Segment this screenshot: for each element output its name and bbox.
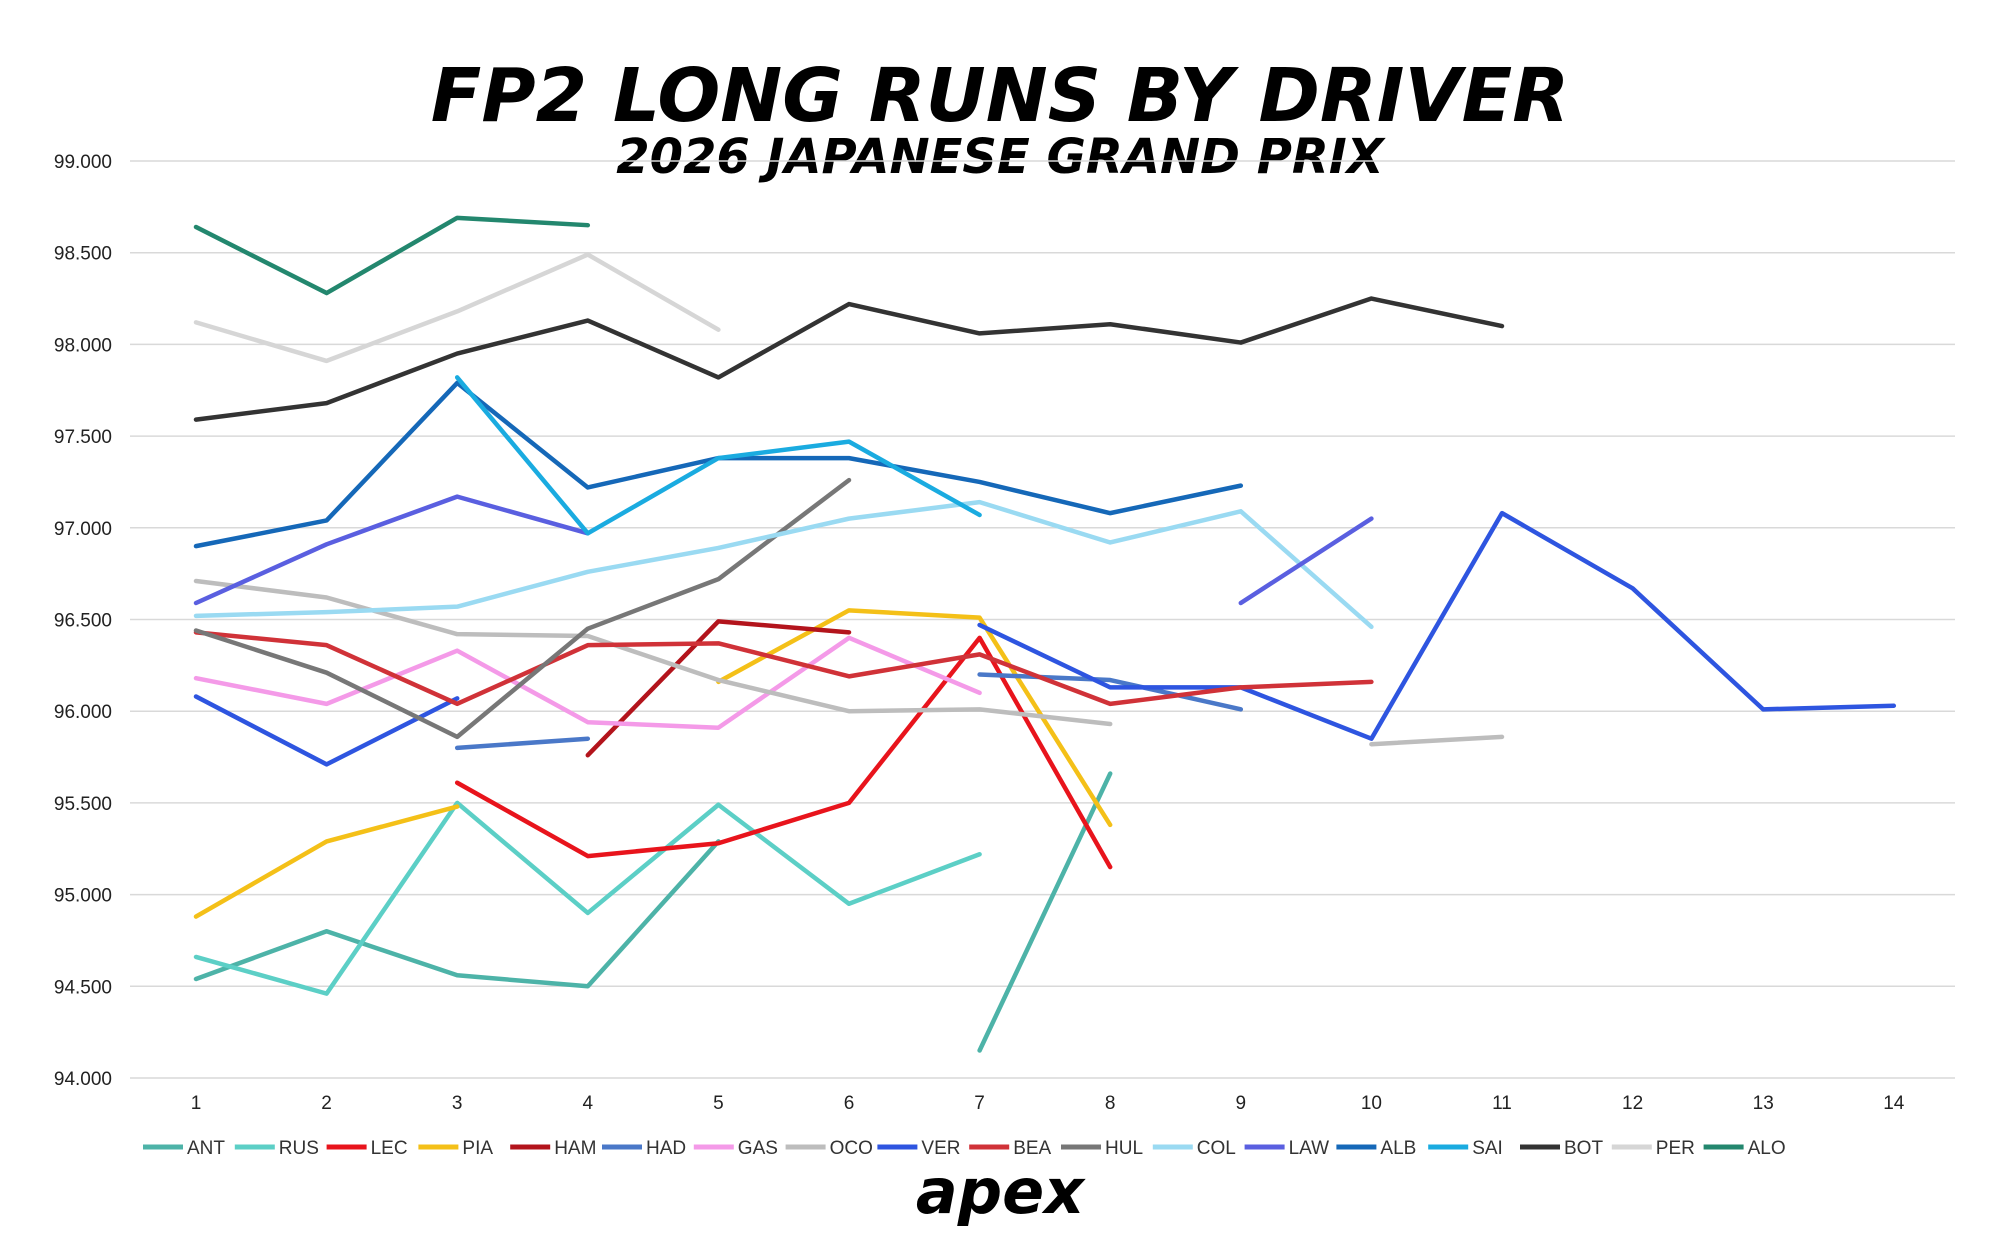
series-alb <box>193 380 1244 549</box>
y-tick-label: 97.500 <box>54 427 112 448</box>
legend-label-had: HAD <box>646 1138 686 1159</box>
y-tick-label: 97.000 <box>54 519 112 540</box>
series-ham <box>585 619 852 758</box>
series-rus <box>193 800 982 996</box>
series-alo <box>193 215 591 296</box>
series-line-rus <box>193 800 982 996</box>
x-tick-label: 5 <box>713 1093 724 1114</box>
y-tick-label: 99.000 <box>54 152 112 173</box>
series-line-ant <box>977 771 1113 1053</box>
series-line-oco <box>1369 734 1505 747</box>
chart-subtitle: 2026 JAPANESE GRAND PRIX <box>616 129 1386 185</box>
x-tick-label: 10 <box>1361 1093 1382 1114</box>
series-had <box>454 672 1244 751</box>
y-tick-label: 96.000 <box>54 702 112 723</box>
legend-label-gas: GAS <box>738 1138 778 1159</box>
legend-label-ant: ANT <box>187 1138 225 1159</box>
series-law <box>193 494 1374 606</box>
y-tick-label: 94.000 <box>54 1069 112 1090</box>
x-tick-label: 7 <box>974 1093 985 1114</box>
series-ver <box>193 510 1897 767</box>
y-tick-label: 98.500 <box>54 244 112 265</box>
legend-label-lec: LEC <box>371 1138 408 1159</box>
series-line-alb <box>193 380 1244 549</box>
x-tick-label: 1 <box>191 1093 202 1114</box>
legend-label-hul: HUL <box>1105 1138 1143 1159</box>
series-hul <box>193 477 852 740</box>
legend-label-pia: PIA <box>462 1138 493 1159</box>
apex-logo: apex <box>916 1155 1086 1228</box>
legend-label-per: PER <box>1656 1138 1695 1159</box>
series-line-law <box>193 494 591 606</box>
y-tick-label: 96.500 <box>54 611 112 632</box>
series-line-ant <box>193 839 721 989</box>
series-line-alo <box>193 215 591 296</box>
legend-label-ver: VER <box>921 1138 960 1159</box>
series-pia <box>193 608 1113 919</box>
series-bea <box>193 630 1374 707</box>
chart-title: FP2 LONG RUNS BY DRIVER <box>431 53 1569 139</box>
series-line-per <box>193 252 721 364</box>
y-tick-label: 95.000 <box>54 886 112 907</box>
x-tick-label: 8 <box>1105 1093 1116 1114</box>
x-tick-label: 3 <box>452 1093 463 1114</box>
y-tick-label: 95.500 <box>54 794 112 815</box>
legend-label-bot: BOT <box>1564 1138 1603 1159</box>
x-tick-label: 13 <box>1753 1093 1774 1114</box>
series-line-bea <box>193 630 1374 707</box>
series-sai <box>454 375 982 536</box>
x-tick-label: 14 <box>1883 1093 1905 1114</box>
legend-label-law: LAW <box>1289 1138 1330 1159</box>
x-tick-label: 4 <box>583 1093 594 1114</box>
series-line-col <box>193 499 1374 630</box>
y-axis-ticks: 94.000 94.500 95.000 95.500 96.000 96.500 97.0… <box>54 152 112 1090</box>
series-line-ver <box>193 694 460 767</box>
legend-label-ham: HAM <box>554 1138 596 1159</box>
x-tick-label: 6 <box>844 1093 855 1114</box>
series-line-hul <box>193 477 852 740</box>
legend-label-oco: OCO <box>830 1138 873 1159</box>
series-line-sai <box>454 375 982 536</box>
x-axis-ticks: 1 2 3 4 5 6 7 8 9 10 11 12 13 14 <box>191 1093 1905 1114</box>
series-ant <box>193 771 1113 1053</box>
legend-label-col: COL <box>1197 1138 1236 1159</box>
legend-label-alb: ALB <box>1380 1138 1416 1159</box>
y-tick-label: 98.000 <box>54 335 112 356</box>
series-line-pia <box>716 608 1113 828</box>
series-line-ham <box>585 619 852 758</box>
series-line-law <box>1238 516 1374 606</box>
series-line-gas <box>193 635 982 730</box>
x-tick-label: 12 <box>1622 1093 1643 1114</box>
series-gas <box>193 635 982 730</box>
series-line-had <box>977 672 1244 712</box>
legend-label-rus: RUS <box>279 1138 319 1159</box>
x-tick-label: 2 <box>321 1093 332 1114</box>
legend-label-sai: SAI <box>1472 1138 1503 1159</box>
series-line-pia <box>193 804 460 919</box>
series-oco <box>193 578 1505 747</box>
legend: ANT RUS LEC PIA HAM HAD GAS OCO VER BEA HUL COL LAW A… <box>143 1138 1786 1159</box>
series-col <box>193 499 1374 630</box>
legend-label-alo: ALO <box>1748 1138 1786 1159</box>
series-lines <box>193 215 1897 1053</box>
y-tick-label: 94.500 <box>54 977 112 998</box>
series-line-had <box>454 736 591 751</box>
series-line-ver <box>977 510 1897 741</box>
x-tick-label: 11 <box>1492 1093 1512 1114</box>
x-tick-label: 9 <box>1236 1093 1247 1114</box>
gridlines <box>130 160 1955 1079</box>
series-line-bot <box>193 296 1505 422</box>
series-per <box>193 252 721 364</box>
legend-label-bea: BEA <box>1013 1138 1051 1159</box>
series-bot <box>193 296 1505 422</box>
series-line-oco <box>193 578 1113 727</box>
